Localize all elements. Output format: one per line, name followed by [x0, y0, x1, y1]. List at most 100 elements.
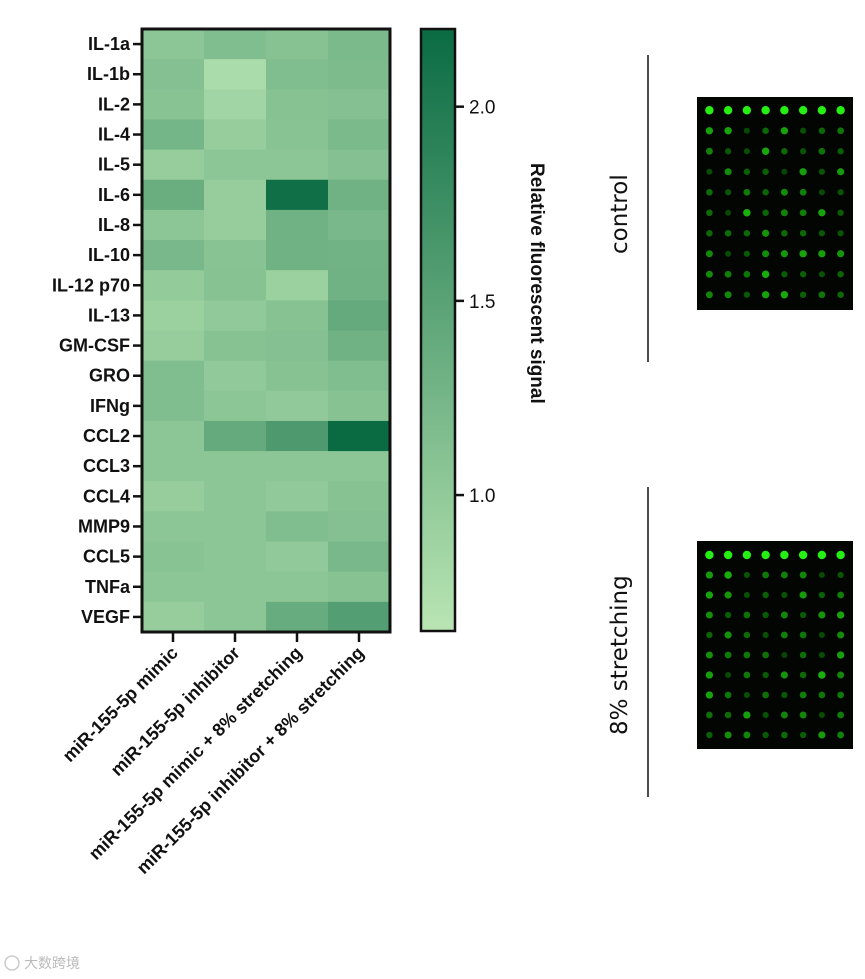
array-dot: [761, 550, 770, 560]
heatmap-cell: [204, 59, 267, 90]
row-label: IL-8: [98, 215, 130, 235]
array-dot: [743, 611, 751, 619]
heatmap-cell: [328, 29, 391, 60]
array-dot: [836, 611, 845, 619]
array-dot: [724, 631, 732, 639]
array-dot: [818, 147, 826, 155]
array-dot: [724, 148, 732, 155]
array-dot: [724, 168, 732, 176]
heatmap-cell: [266, 240, 329, 271]
array-dot: [705, 127, 714, 135]
array-dot: [705, 147, 713, 155]
array-dot: [799, 571, 807, 579]
heatmap-cell: [266, 360, 329, 392]
heatmap-cell: [142, 390, 205, 422]
array-dot: [799, 631, 807, 639]
array-dot: [837, 631, 845, 639]
heatmap-cell: [204, 541, 267, 573]
heatmap-cell: [142, 300, 205, 332]
heatmap-cell: [142, 541, 205, 573]
heatmap-cell: [266, 59, 329, 90]
array-dot: [837, 271, 844, 278]
array-dot: [762, 671, 769, 679]
array-dot: [780, 631, 788, 639]
array-dot: [837, 189, 844, 196]
array-dot: [837, 230, 844, 237]
watermark-icon: [4, 955, 20, 971]
array-dot: [837, 209, 844, 216]
heatmap-cell: [204, 481, 267, 512]
array-dot: [837, 291, 844, 299]
array-dot: [705, 571, 714, 579]
heatmap-cell: [204, 390, 267, 422]
colorbar: 1.0 1.5 2.0 Relative fluorescent signal: [419, 27, 547, 633]
row-label: CCL4: [83, 486, 130, 506]
row-label: IL-12 p70: [52, 275, 130, 295]
array-dots-stretching: [705, 550, 845, 739]
array-dot: [706, 188, 713, 196]
array-dot: [706, 631, 713, 639]
heatmap-cell: [266, 29, 329, 60]
array-dot: [836, 651, 845, 659]
heatmap-cell: [204, 29, 267, 60]
heatmap-cell: [328, 541, 391, 573]
heatmap-cell: [266, 451, 329, 482]
array-dot: [761, 270, 770, 278]
array-dot: [800, 127, 807, 134]
array-dot: [818, 271, 825, 278]
heatmap-cell: [204, 209, 267, 241]
array-dot: [799, 229, 807, 237]
heatmap-cell: [328, 300, 391, 332]
array-dot: [798, 550, 808, 560]
array-dot: [837, 711, 845, 719]
array-dot: [837, 127, 844, 135]
heatmap-cell: [142, 149, 205, 181]
row-label: IL-1b: [87, 64, 130, 84]
heatmap-cell: [142, 360, 205, 392]
array-dot: [724, 691, 732, 699]
array-dot: [706, 209, 713, 217]
array-dot: [705, 250, 713, 258]
array-dot: [743, 208, 751, 217]
heatmap-cell: [142, 119, 205, 151]
row-label: IL-1a: [88, 34, 131, 54]
heatmap-frame: [140, 27, 392, 634]
array-dot: [762, 168, 769, 175]
heatmap-cell: [328, 360, 391, 392]
array-dot: [837, 731, 845, 739]
array-dot: [781, 271, 788, 278]
array-dot: [762, 209, 769, 216]
heatmap-cell: [142, 601, 205, 633]
array-dot: [780, 611, 788, 619]
array-dot: [781, 147, 788, 155]
row-label: GRO: [89, 366, 130, 386]
array-dot: [705, 550, 714, 560]
row-label: IL-6: [98, 185, 130, 205]
heatmap-cell: [266, 481, 329, 512]
array-dot: [780, 571, 788, 579]
array-dot: [818, 209, 826, 217]
colorbar-tick-label: 2.0: [469, 98, 495, 119]
heatmap-cell: [328, 149, 391, 181]
array-dot: [742, 106, 752, 115]
array-dot: [818, 651, 825, 659]
heatmap-cell: [328, 270, 391, 301]
colorbar-ticks: 1.0 1.5 2.0: [455, 98, 495, 507]
array-dot: [799, 188, 807, 196]
heatmap-cell: [328, 119, 391, 151]
heatmap-cell: [204, 179, 267, 211]
heatmap-cell: [204, 300, 267, 332]
array-dot: [837, 250, 845, 258]
array-dot: [818, 250, 826, 258]
array-dot: [780, 550, 789, 560]
array-dot: [836, 106, 845, 115]
watermark: 大数跨境: [4, 955, 80, 972]
array-dot: [705, 106, 714, 115]
array-dot: [799, 651, 807, 659]
watermark-text: 大数跨境: [24, 956, 80, 972]
array-dot: [724, 127, 732, 135]
heatmap-cell: [328, 451, 391, 482]
array-dot: [780, 671, 788, 679]
